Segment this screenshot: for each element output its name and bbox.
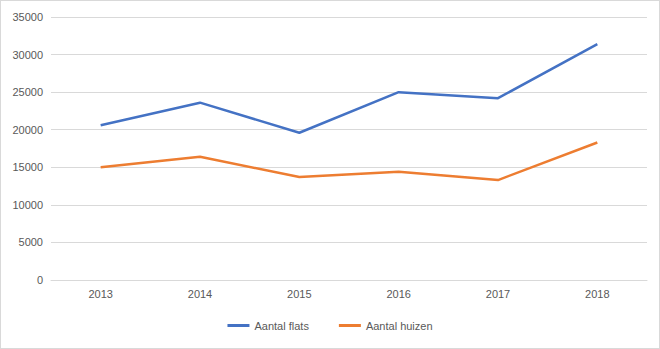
- svg-text:Aantal flats: Aantal flats: [254, 320, 309, 332]
- svg-text:2018: 2018: [585, 288, 609, 300]
- svg-text:30000: 30000: [12, 49, 43, 61]
- svg-text:15000: 15000: [12, 161, 43, 173]
- svg-text:0: 0: [37, 274, 43, 286]
- svg-text:20000: 20000: [12, 124, 43, 136]
- svg-text:2015: 2015: [287, 288, 311, 300]
- svg-text:2016: 2016: [386, 288, 410, 300]
- svg-text:5000: 5000: [19, 236, 43, 248]
- svg-text:10000: 10000: [12, 199, 43, 211]
- svg-text:35000: 35000: [12, 11, 43, 23]
- svg-text:2014: 2014: [188, 288, 212, 300]
- svg-text:25000: 25000: [12, 86, 43, 98]
- svg-text:Aantal huizen: Aantal huizen: [366, 320, 433, 332]
- svg-text:2013: 2013: [88, 288, 112, 300]
- svg-text:2017: 2017: [486, 288, 510, 300]
